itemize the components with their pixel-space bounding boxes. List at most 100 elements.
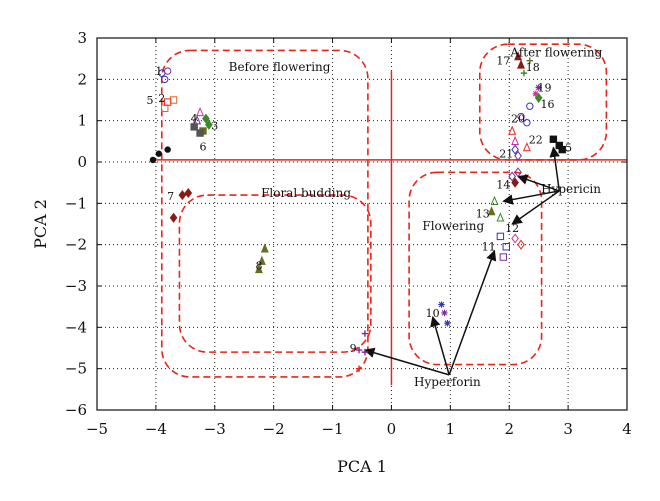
y-axis-title: PCA 2 (31, 199, 50, 249)
x-tick-label: −4 (145, 420, 167, 438)
annotation-arrow (549, 146, 561, 192)
data-point (444, 320, 451, 327)
y-tick-label: 3 (77, 29, 87, 47)
data-point (361, 348, 369, 356)
data-point (202, 113, 210, 124)
data-point (499, 253, 508, 261)
point-number-label: 3 (211, 120, 218, 133)
x-tick-label: 2 (504, 420, 514, 438)
data-point (502, 243, 510, 251)
data-point (511, 135, 520, 146)
x-tick-label: −3 (204, 420, 226, 438)
data-point (355, 346, 363, 354)
point-number-label: 17 (496, 55, 510, 68)
point-number-label: 8 (255, 259, 262, 272)
plot-frame (96, 37, 628, 411)
annotation-arrow (363, 347, 450, 376)
data-point (520, 69, 528, 77)
y-tick-label: −5 (65, 360, 87, 378)
y-tick-label: −6 (65, 401, 87, 419)
annotation-arrow (430, 315, 450, 376)
data-point (558, 145, 566, 154)
point-number-label: 20 (511, 113, 525, 126)
data-point (205, 119, 213, 130)
data-point (196, 129, 204, 137)
data-point (532, 90, 539, 97)
y-tick-label: 2 (77, 70, 87, 88)
group-label: Floral budding (261, 186, 351, 200)
point-number-label: 10 (426, 307, 440, 320)
group-box-2 (178, 194, 372, 353)
data-point (196, 106, 205, 117)
group-box-4 (408, 171, 543, 366)
data-point (490, 195, 499, 205)
annotation-arrow (517, 174, 560, 192)
annotation-arrow (502, 190, 560, 205)
data-point (161, 75, 169, 84)
point-number-label: 7 (167, 190, 174, 203)
data-point (514, 51, 523, 61)
point-number-label: 18 (526, 61, 540, 74)
data-point (508, 125, 517, 135)
y-tick-label: 1 (77, 112, 87, 130)
data-point (535, 84, 542, 91)
group-label: Hypericin (541, 182, 601, 196)
data-point (549, 135, 558, 143)
data-point (190, 123, 198, 131)
point-number-label: 2 (158, 92, 165, 105)
annotation-arrow (511, 190, 560, 225)
data-point (522, 142, 531, 152)
data-point (514, 150, 522, 161)
group-boxes-layer (160, 43, 608, 378)
point-number-label: 1 (155, 65, 162, 78)
x-tick-label: −2 (263, 420, 285, 438)
point-number-label: 19 (538, 82, 552, 95)
arrows-layer (363, 146, 561, 376)
point-number-label: 13 (476, 208, 490, 221)
data-point (526, 102, 534, 110)
y-tick-label: −1 (65, 194, 87, 212)
point-number-label: 14 (496, 179, 510, 192)
data-point (496, 212, 505, 222)
data-point (514, 167, 522, 178)
y-tick-label: −3 (65, 277, 87, 295)
point-number-label: 22 (529, 133, 543, 146)
y-tick-label: −2 (65, 236, 87, 254)
data-point (487, 206, 496, 216)
point-number-label: 5 (147, 94, 154, 107)
data-point (260, 243, 269, 253)
data-point (517, 59, 525, 69)
data-point (496, 232, 505, 241)
data-point (438, 301, 445, 308)
data-point (511, 233, 519, 244)
data-point (164, 146, 171, 153)
data-point (441, 309, 448, 317)
point-number-label: 11 (482, 241, 496, 254)
x-tick-label: 4 (622, 420, 632, 438)
data-point (511, 144, 519, 155)
data-point (169, 96, 178, 104)
group-label: Flowering (422, 219, 484, 233)
y-tick-label: 0 (77, 153, 87, 171)
points-layer (149, 51, 566, 372)
data-point (163, 67, 172, 75)
x-tick-label: −1 (321, 420, 343, 438)
point-number-label: 16 (541, 98, 555, 111)
x-tick-label: −5 (86, 420, 108, 438)
point-number-label: 21 (499, 148, 513, 161)
data-point (517, 112, 525, 121)
data-point (257, 255, 266, 265)
y-tick-label: −4 (65, 318, 87, 336)
data-point (361, 330, 369, 337)
group-label: Hyperforin (414, 375, 481, 389)
data-point (254, 264, 263, 274)
point-number-label: 6 (200, 140, 207, 153)
group-box-1 (160, 49, 369, 378)
x-tick-label: 3 (563, 420, 573, 438)
data-point (155, 150, 163, 157)
data-point (508, 171, 516, 182)
annotation-arrow (448, 249, 497, 376)
data-point (178, 190, 187, 201)
data-point (355, 365, 363, 372)
